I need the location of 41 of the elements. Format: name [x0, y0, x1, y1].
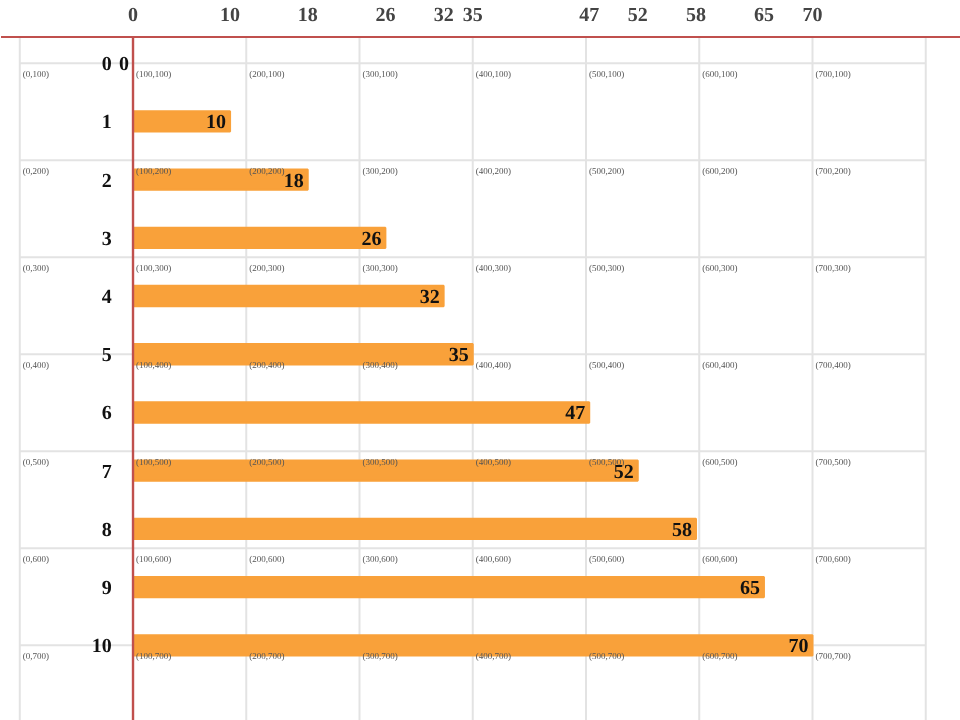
x-tick-label: 35 [462, 5, 483, 27]
y-tick-label: 1 [101, 112, 112, 135]
x-tick-label: 0 [128, 5, 139, 27]
bar [132, 575, 765, 599]
x-tick-label: 47 [579, 5, 600, 27]
data-label: 10 [206, 112, 227, 135]
bar [132, 284, 445, 308]
bar [132, 459, 639, 482]
y-tick-label: 2 [101, 170, 112, 193]
y-tick-label: 3 [101, 228, 112, 251]
y-tick-label: 4 [101, 287, 112, 310]
y-tick-label: 6 [101, 403, 112, 426]
bar [132, 226, 387, 250]
y-tick-label: 0 [101, 54, 112, 77]
data-label: 26 [361, 228, 382, 251]
bar [132, 110, 232, 133]
data-label: 47 [565, 403, 586, 426]
data-label: 35 [448, 345, 469, 368]
x-tick-label: 26 [375, 5, 396, 27]
bar [132, 634, 814, 657]
x-tick-label: 32 [433, 5, 454, 27]
bar [132, 401, 591, 424]
y-tick-label: 9 [101, 578, 112, 601]
x-tick-label: 18 [297, 5, 318, 27]
y-tick-label: 8 [101, 519, 112, 542]
bar [132, 517, 698, 541]
x-tick-label: 10 [220, 5, 241, 27]
y-tick-label: 5 [101, 345, 112, 368]
y-tick-label: 10 [91, 636, 112, 659]
data-label: 0 [119, 54, 130, 77]
data-label: 32 [419, 287, 440, 310]
x-tick-label: 52 [627, 5, 648, 27]
data-label: 70 [788, 636, 809, 659]
x-tick-label: 58 [686, 5, 707, 27]
bar [132, 343, 474, 366]
x-tick-label: 65 [753, 5, 774, 27]
data-label: 65 [739, 578, 760, 601]
y-tick-label: 7 [101, 461, 112, 484]
data-label: 18 [283, 170, 304, 193]
data-label: 58 [672, 519, 693, 542]
x-tick-label: 70 [802, 5, 823, 27]
